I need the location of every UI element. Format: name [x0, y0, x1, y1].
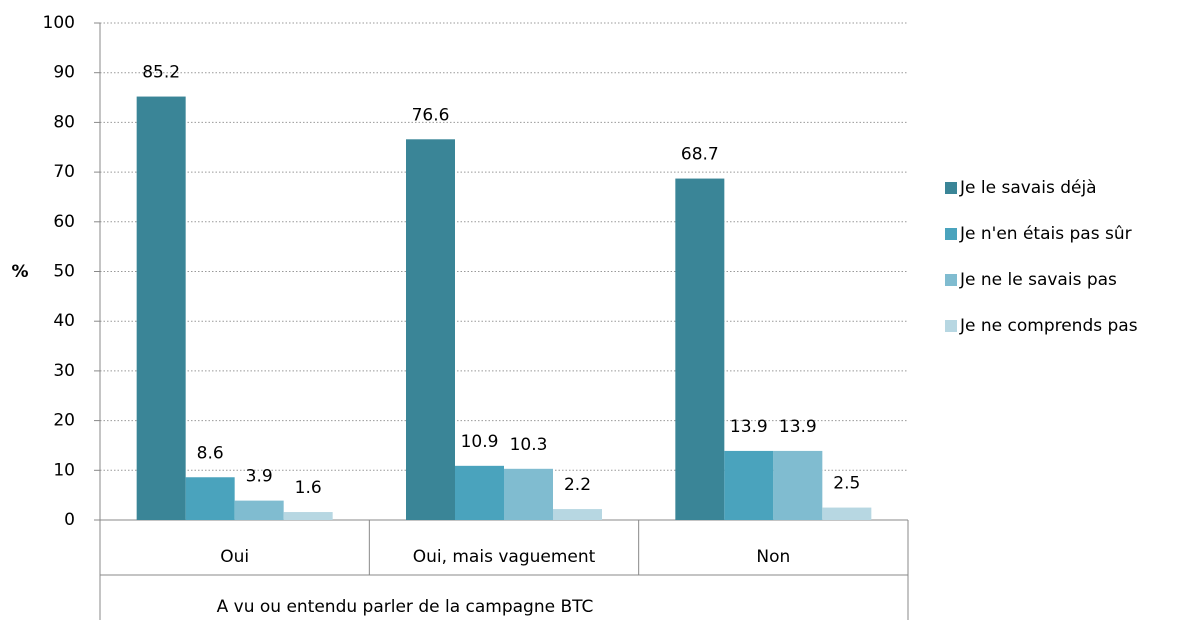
- y-tick-label: 60: [53, 212, 75, 232]
- y-tick-label: 30: [53, 361, 75, 381]
- legend-label: Je ne le savais pas: [959, 270, 1117, 290]
- data-label: 8.6: [197, 443, 224, 463]
- data-label: 10.9: [461, 432, 499, 452]
- bar: [283, 512, 333, 520]
- x-tick-label: Oui, mais vaguement: [413, 547, 596, 567]
- bar: [185, 477, 235, 520]
- data-label: 13.9: [779, 417, 817, 437]
- x-tick-label: Non: [756, 547, 790, 567]
- legend-swatch: [945, 228, 957, 240]
- bar: [136, 96, 186, 520]
- bar: [455, 465, 504, 520]
- y-axis-label: %: [11, 262, 28, 282]
- legend-swatch: [945, 274, 957, 286]
- legend-swatch: [945, 182, 957, 194]
- bar: [234, 500, 284, 520]
- bar: [822, 507, 872, 520]
- legend-label: Je ne comprends pas: [959, 316, 1138, 336]
- y-tick-label: 10: [53, 460, 75, 480]
- data-label: 68.7: [681, 145, 719, 165]
- legend-label: Je n'en étais pas sûr: [959, 224, 1132, 244]
- data-label: 85.2: [142, 63, 180, 83]
- bar: [406, 139, 455, 520]
- y-tick-label: 20: [53, 411, 75, 431]
- y-tick-label: 50: [53, 262, 75, 282]
- data-label: 3.9: [246, 467, 273, 487]
- data-label: 13.9: [730, 417, 768, 437]
- data-label: 76.6: [412, 105, 450, 125]
- legend-swatch: [945, 320, 957, 332]
- bar: [553, 509, 602, 520]
- y-tick-label: 0: [64, 510, 75, 530]
- y-tick-label: 90: [53, 63, 75, 83]
- bar: [773, 450, 823, 520]
- bar: [504, 468, 553, 520]
- data-label: 10.3: [510, 435, 548, 455]
- y-tick-label: 70: [53, 162, 75, 182]
- x-axis-label: A vu ou entendu parler de la campagne BT…: [217, 597, 594, 617]
- bar: [675, 178, 725, 520]
- bar: [724, 450, 774, 520]
- data-label: 2.2: [564, 475, 591, 495]
- y-tick-label: 100: [43, 13, 75, 33]
- data-label: 1.6: [295, 478, 322, 498]
- data-label: 2.5: [833, 474, 860, 494]
- y-tick-label: 40: [53, 311, 75, 331]
- legend-label: Je le savais déjà: [959, 178, 1097, 198]
- x-tick-label: Oui: [220, 547, 249, 567]
- y-tick-label: 80: [53, 112, 75, 132]
